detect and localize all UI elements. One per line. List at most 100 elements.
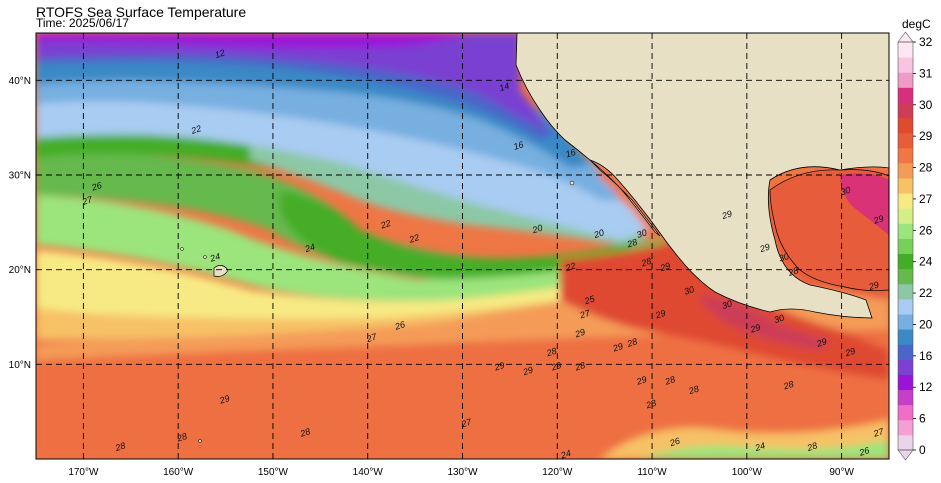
contour-label: 28	[663, 374, 677, 387]
contour-label: 30	[778, 251, 791, 264]
contour-label: 28	[781, 379, 795, 392]
lat-tick-label: 20°N	[9, 265, 31, 276]
colorbar-segment	[898, 42, 913, 58]
colorbar-tick-label: 28	[919, 161, 933, 175]
contour-label: 25	[582, 293, 597, 306]
contour-label: 29	[573, 327, 587, 340]
colorbar-segment	[898, 193, 913, 209]
lon-tick-label: 110°W	[637, 467, 667, 478]
contour-label: 28	[175, 431, 189, 444]
contour-label: 30	[773, 313, 786, 326]
colorbar-segment	[898, 298, 913, 315]
colorbar-segment	[898, 359, 913, 375]
colorbar-extend-bottom	[897, 449, 914, 461]
contour-label: 29	[871, 213, 885, 226]
contour-label: 29	[867, 279, 881, 292]
colorbar-segment	[898, 253, 913, 270]
colorbar-segment	[898, 329, 913, 345]
colorbar-segment	[898, 147, 913, 164]
colorbar-segment	[898, 434, 913, 451]
contour-label: 28	[805, 440, 819, 453]
contour-label: 29	[492, 360, 506, 373]
colorbar-segment	[898, 374, 913, 391]
contour-label: 22	[189, 123, 203, 136]
contour-label: 30	[839, 185, 852, 198]
contour-label: 28	[573, 360, 587, 373]
contour-label: 29	[843, 346, 857, 359]
map-frame	[35, 32, 890, 460]
colorbar-tick-label: 31	[919, 66, 933, 80]
contour-label: 27	[578, 308, 593, 321]
colorbar-tick-label: 32	[919, 35, 933, 49]
lon-tick-label: 160°W	[163, 467, 194, 478]
lon-tick-label: 140°W	[353, 467, 384, 478]
lon-tick-label: 90°W	[829, 467, 854, 478]
contour-label: 29	[748, 322, 762, 335]
contour-label: 29	[653, 308, 667, 321]
colorbar-segment	[898, 389, 913, 406]
contour-label: 29	[611, 341, 625, 354]
colorbar: 0 6 12 16 20 22 24 26 27 28 29 30 31 32	[897, 31, 933, 461]
contour-label: 27	[459, 416, 474, 429]
contour-label: 24	[753, 440, 767, 453]
contour-label: 28	[786, 265, 800, 278]
contour-label: 30	[683, 284, 696, 297]
lon-tick-label: 150°W	[258, 467, 289, 478]
contour-label: 30	[721, 298, 734, 311]
colorbar-tick-label: 26	[919, 223, 933, 237]
colorbar-tick-label: 0	[919, 443, 926, 457]
contour-label: 30	[635, 227, 648, 240]
colorbar-tick-label: 29	[919, 129, 933, 143]
map-title: RTOFS Sea Surface Temperature	[36, 4, 247, 20]
contour-label: 29	[814, 336, 828, 349]
contour-label: 27	[364, 331, 379, 344]
contour-label: 26	[393, 319, 407, 332]
lon-tick-label: 120°W	[542, 467, 573, 478]
contour-label: 29	[720, 208, 734, 221]
contour-label: 29	[658, 261, 672, 274]
axis-ticks: 170°W 160°W 150°W 140°W 130°W 120°W 110°W 100°W…	[9, 76, 855, 478]
contour-label: 26	[668, 436, 682, 449]
colorbar-segment	[898, 87, 913, 103]
contour-label: 22	[378, 218, 392, 231]
colorbar-tick-label: 16	[919, 349, 933, 363]
contour-label: 28	[544, 346, 558, 359]
contour-label: 29	[549, 360, 563, 373]
colorbar-unit: degC	[902, 17, 931, 31]
colorbar-segment	[898, 57, 913, 73]
contour-label: 12	[214, 48, 227, 61]
colorbar-segment	[898, 178, 913, 194]
lat-tick-label: 10°N	[9, 360, 31, 371]
contour-label: 22	[563, 261, 577, 274]
contour-label: 20	[530, 223, 544, 236]
colorbar-segment	[898, 283, 913, 300]
contour-label: 24	[559, 448, 573, 461]
land-north-america	[515, 33, 889, 319]
contour-label: 14	[498, 81, 511, 94]
colorbar-segment	[898, 102, 913, 119]
contour-label: 29	[634, 374, 648, 387]
colorbar-segment	[898, 162, 913, 179]
map-time: Time: 2025/06/17	[36, 16, 129, 30]
colorbar-tick-label: 6	[919, 412, 926, 426]
colorbar-segment	[898, 314, 913, 330]
contour-label: 24	[303, 242, 317, 255]
colorbar-segment	[898, 223, 913, 239]
contour-label: 27	[80, 194, 95, 207]
contour-label: 29	[758, 242, 772, 255]
colorbar-tick-label: 27	[919, 192, 933, 206]
colorbar-tick-label: 22	[919, 286, 933, 300]
lon-tick-label: 170°W	[68, 467, 99, 478]
colorbar-tick-label: 20	[919, 317, 933, 331]
lon-tick-label: 130°W	[447, 467, 478, 478]
lat-tick-label: 30°N	[9, 171, 31, 182]
contour-label: 28	[644, 398, 658, 411]
colorbar-segment	[898, 208, 913, 224]
contour-label: 24	[208, 251, 222, 264]
colorbar-tick-label: 30	[919, 98, 933, 112]
contour-label: 28	[687, 384, 701, 397]
colorbar-segment	[898, 404, 913, 421]
contour-label: 22	[407, 232, 421, 245]
